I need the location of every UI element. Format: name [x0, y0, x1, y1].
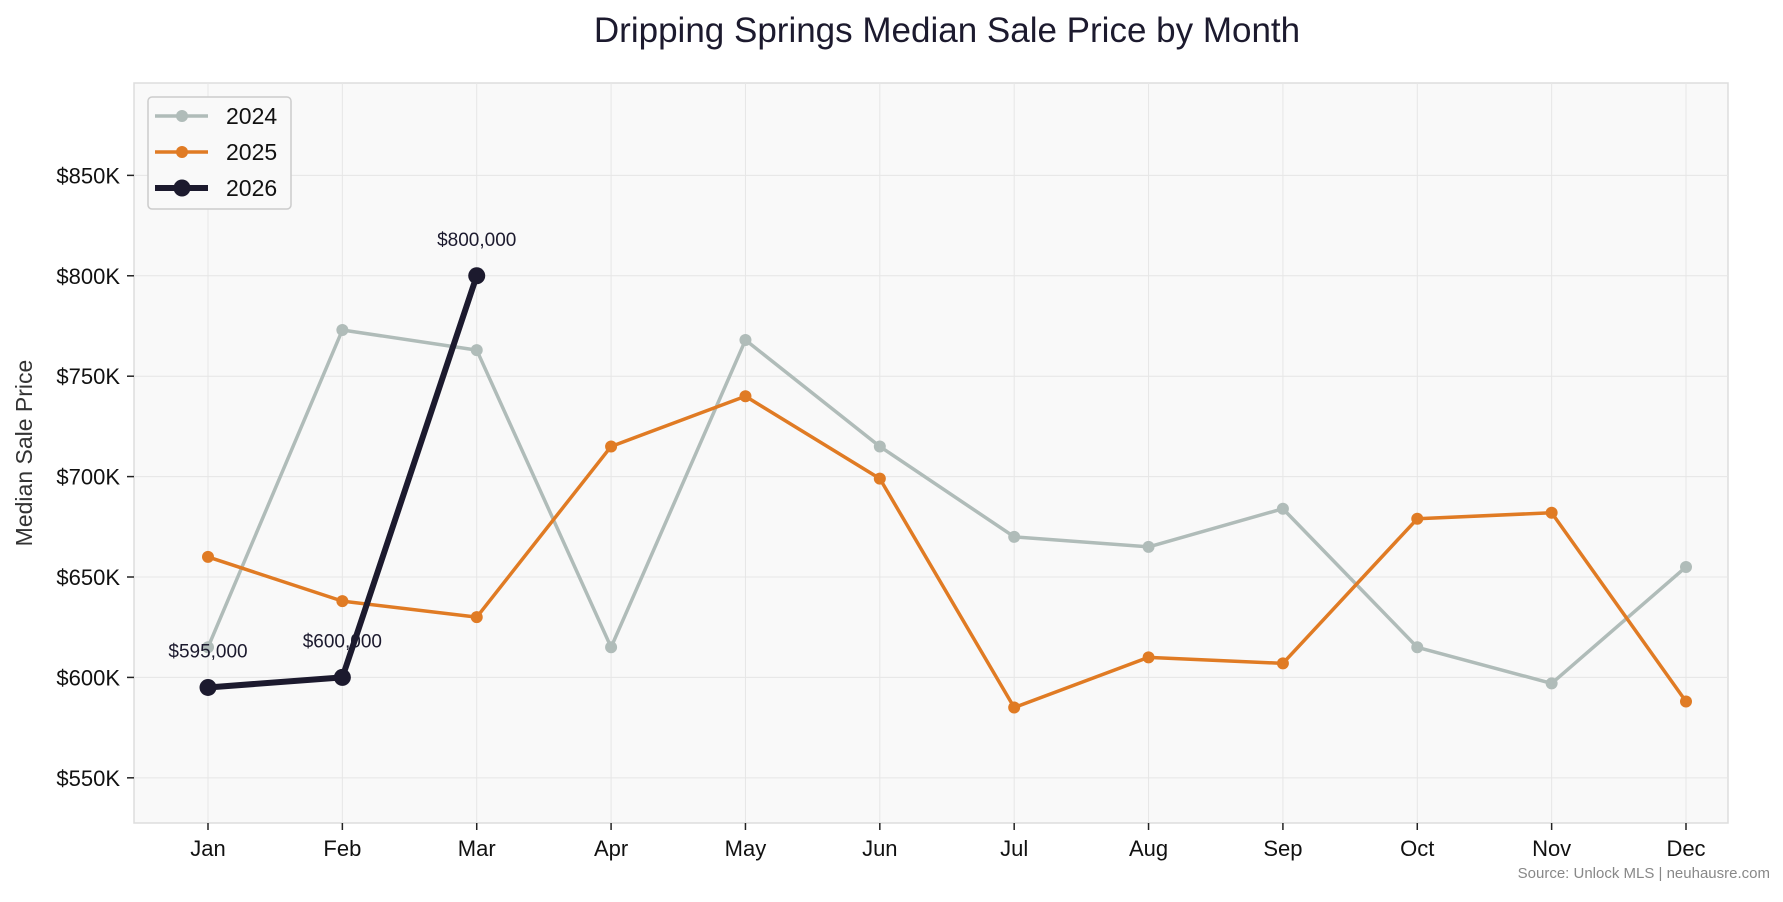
- data-point-2025: [873, 472, 886, 485]
- x-tick-label: Oct: [1400, 836, 1434, 861]
- y-tick-label: $650K: [56, 565, 120, 590]
- x-tick-label: Jul: [1000, 836, 1028, 861]
- data-point-2024: [1142, 540, 1155, 553]
- x-tick-label: Jun: [862, 836, 897, 861]
- x-tick-label: Sep: [1263, 836, 1302, 861]
- data-point-2025: [1276, 657, 1289, 670]
- x-tick-label: Nov: [1532, 836, 1571, 861]
- y-tick-label: $800K: [56, 264, 120, 289]
- data-point-2024: [1411, 641, 1424, 654]
- data-label: $595,000: [168, 641, 247, 662]
- data-point-2024: [1276, 502, 1289, 515]
- legend: 2024 2025 2026: [147, 96, 292, 210]
- data-point-2026: [468, 267, 486, 285]
- data-point-2025: [605, 440, 618, 453]
- x-tick-label: Aug: [1129, 836, 1168, 861]
- data-point-2024: [873, 440, 886, 453]
- y-axis-label: Median Sale Price: [11, 360, 37, 547]
- legend-label: 2024: [226, 103, 277, 129]
- data-point-2024: [202, 641, 214, 654]
- y-tick-label: $700K: [56, 465, 120, 490]
- x-tick-label: Dec: [1666, 836, 1705, 861]
- data-point-2024: [470, 344, 483, 357]
- y-tick-label: $550K: [56, 766, 120, 791]
- x-tick-label: Feb: [323, 836, 361, 861]
- x-tick-label: Mar: [458, 836, 496, 861]
- y-tick-label: $750K: [56, 364, 120, 389]
- data-point-2025: [1680, 695, 1692, 708]
- data-point-2025: [1008, 701, 1021, 714]
- series-line-2025: [207, 394, 1688, 710]
- legend-swatch-marker: [176, 146, 188, 158]
- data-point-2025: [202, 550, 214, 563]
- source-note: Source: Unlock MLS | neuhausre.com: [1518, 865, 1770, 882]
- legend-label: 2026: [226, 175, 277, 201]
- legend-label: 2025: [226, 139, 277, 165]
- x-tick-label: May: [725, 836, 767, 861]
- x-tick-label: Jan: [190, 836, 225, 861]
- data-point-2024: [739, 334, 752, 347]
- data-point-2024: [1545, 677, 1558, 690]
- plot-area: [133, 82, 1729, 824]
- legend-swatch-marker: [173, 179, 191, 197]
- data-point-2024: [336, 324, 349, 337]
- y-tick-label: $850K: [56, 163, 120, 188]
- data-point-2026: [199, 678, 217, 696]
- x-tick-label: Apr: [594, 836, 628, 861]
- chart-title: Dripping Springs Median Sale Price by Mo…: [594, 11, 1300, 50]
- data-point-2026: [333, 668, 351, 686]
- y-tick-label: $600K: [56, 665, 120, 690]
- data-point-2024: [1008, 530, 1021, 543]
- data-point-2025: [1142, 651, 1155, 664]
- data-point-2025: [1411, 512, 1424, 525]
- data-label: $800,000: [437, 230, 516, 251]
- data-label: $600,000: [303, 631, 382, 652]
- data-point-2025: [739, 390, 752, 403]
- data-point-2025: [336, 595, 349, 608]
- data-point-2024: [605, 641, 618, 654]
- data-point-2024: [1680, 560, 1692, 573]
- data-point-2025: [470, 611, 483, 624]
- legend-swatch-marker: [176, 110, 188, 122]
- data-point-2025: [1545, 506, 1558, 519]
